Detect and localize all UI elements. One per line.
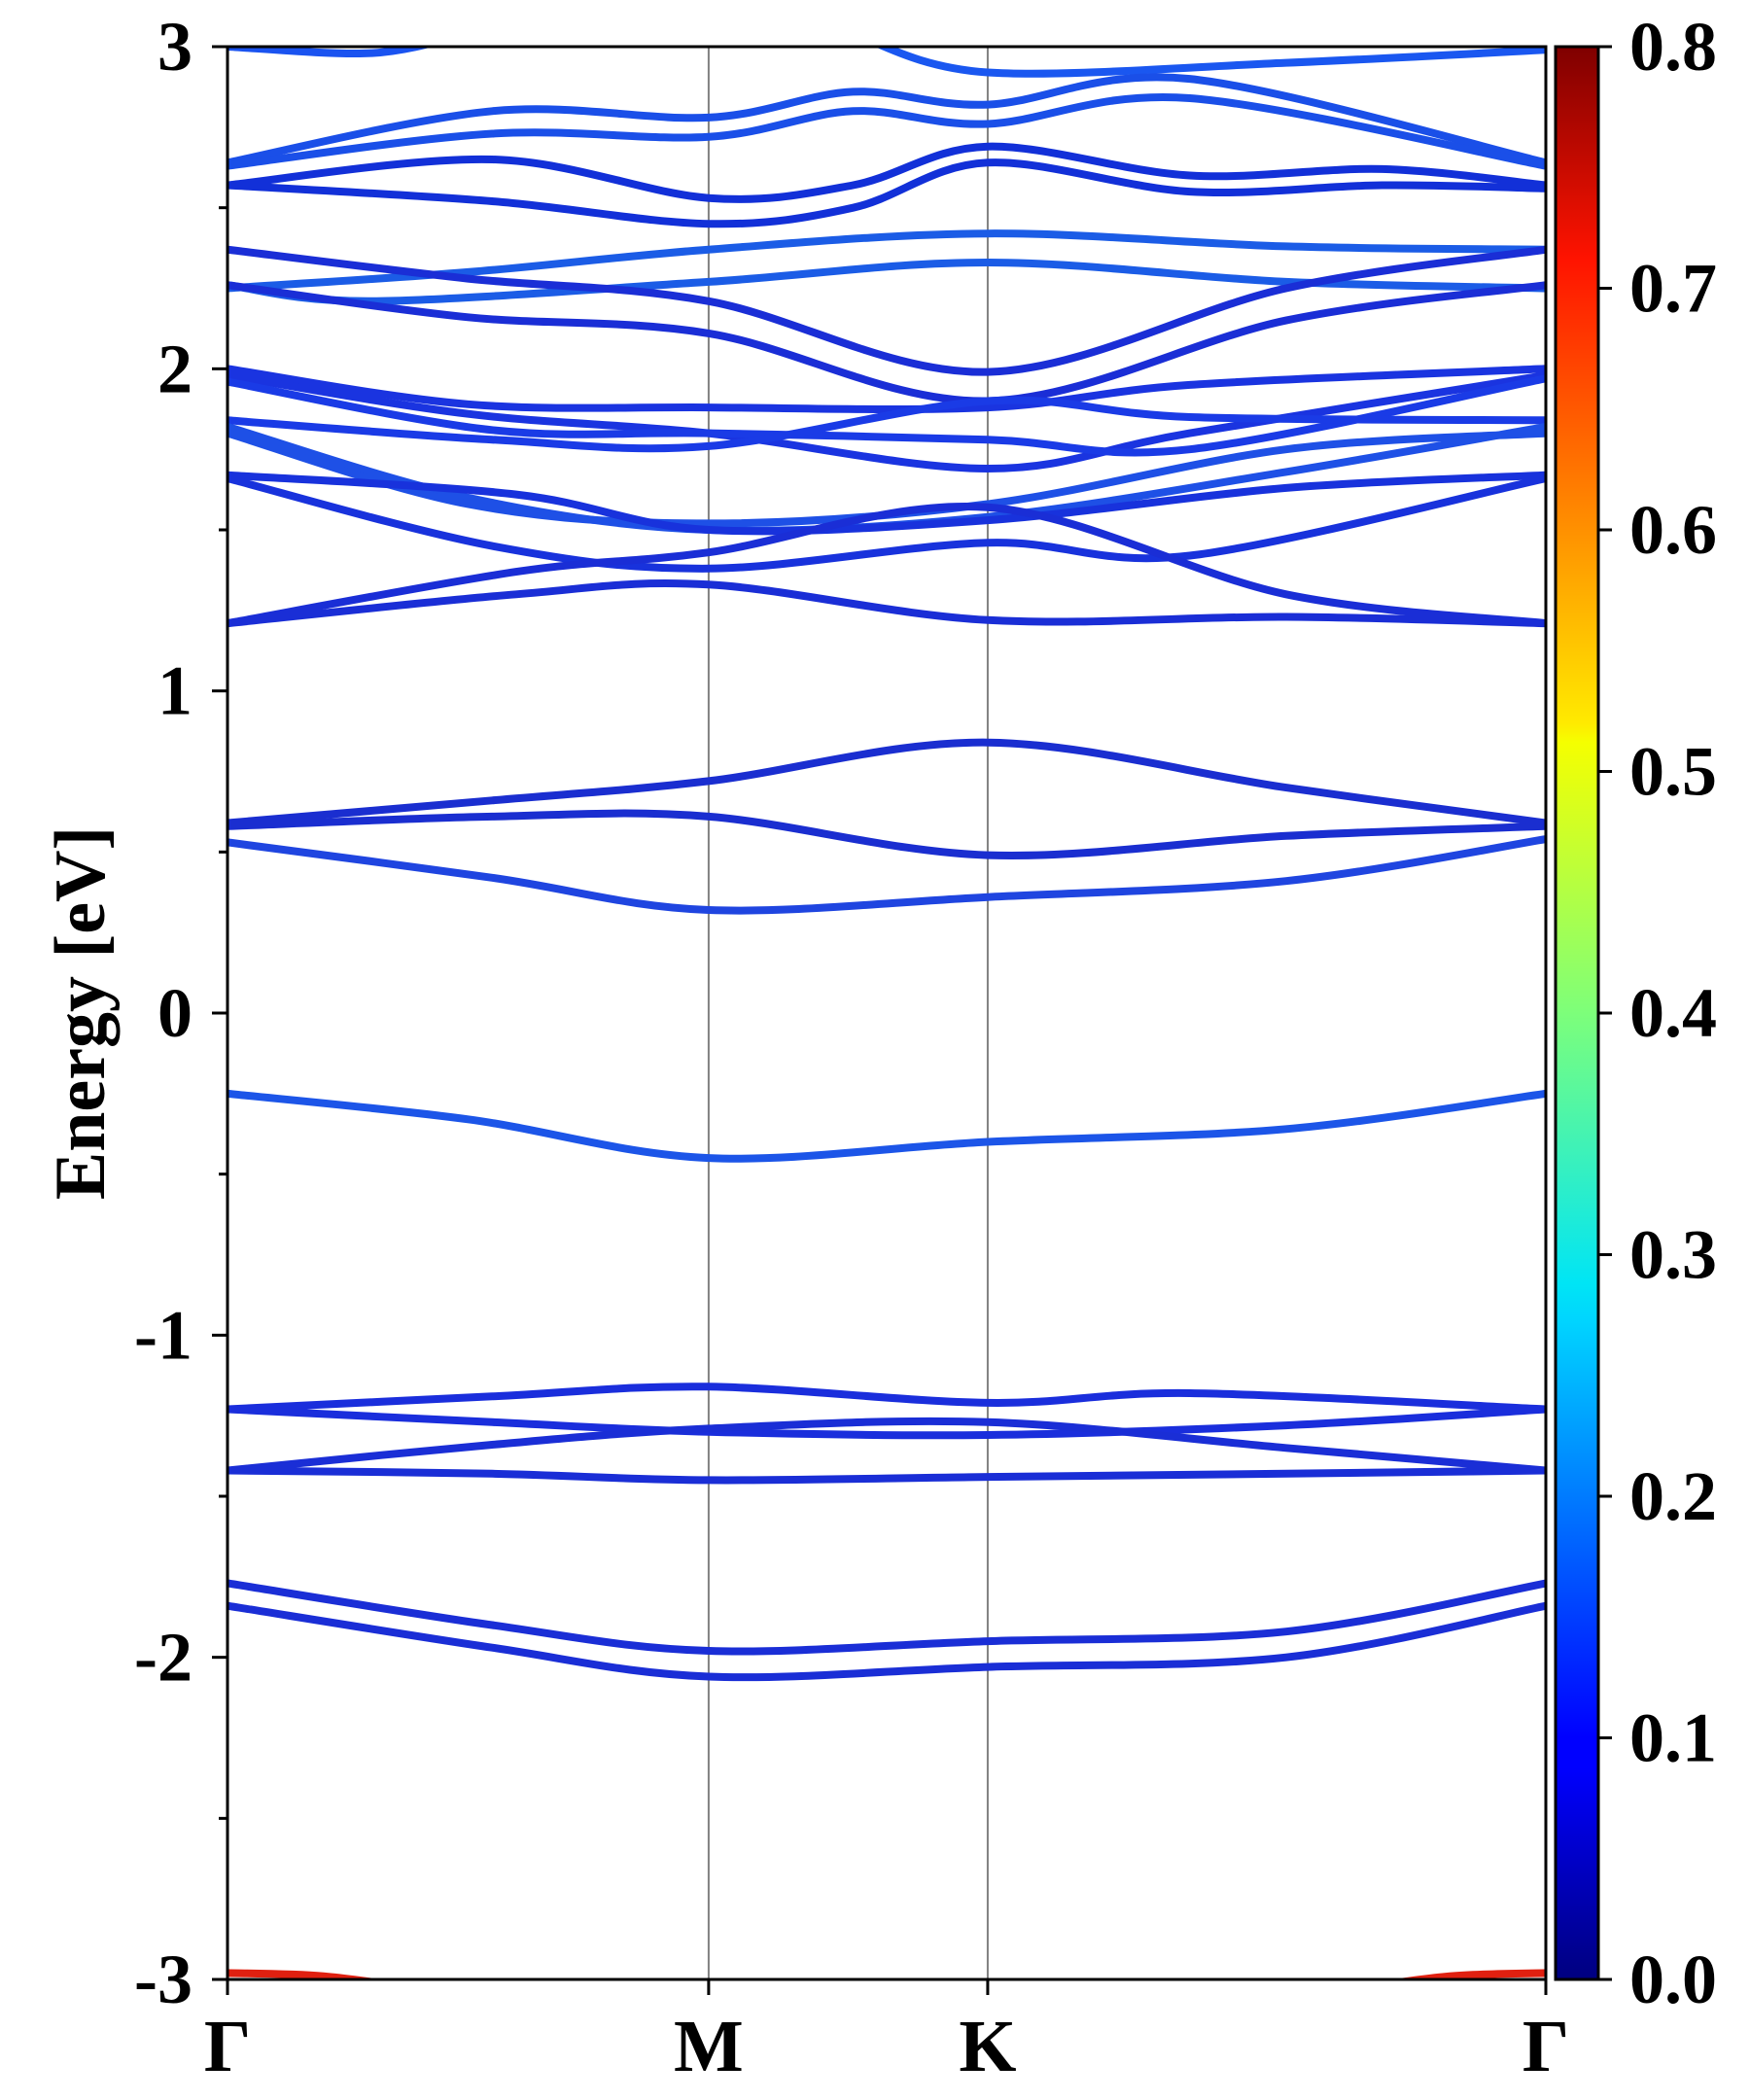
x-tick-label: M — [674, 2006, 744, 2087]
colorbar-gradient — [1554, 45, 1600, 1981]
y-tick-label: 2 — [158, 330, 192, 407]
bands — [228, 47, 1546, 1979]
band-line — [228, 1417, 1546, 1475]
band-line — [228, 281, 1546, 405]
colorbar-tick-label: 0.7 — [1629, 250, 1717, 328]
band-line — [228, 1601, 1546, 1682]
band-line — [228, 1466, 1546, 1485]
y-axis-ticks: -3 -2 -1 0 1 2 3 — [134, 8, 228, 2018]
colorbar-tick-label: 0.0 — [1629, 1941, 1717, 2018]
band-line — [228, 471, 1546, 536]
colorbar-tick-label: 0.2 — [1629, 1457, 1717, 1535]
band-line — [228, 245, 1546, 376]
y-tick-label: -3 — [134, 1941, 192, 2018]
band-line — [228, 93, 1546, 170]
band-line — [1391, 1969, 1546, 1979]
band-line — [874, 47, 1546, 78]
band-line — [228, 1579, 1546, 1656]
band-line — [228, 1969, 382, 1979]
band-line — [228, 738, 1546, 827]
band-line — [228, 809, 1546, 859]
band-line — [228, 835, 1546, 915]
y-tick-label: -2 — [134, 1619, 192, 1697]
colorbar-tick-label: 0.1 — [1629, 1699, 1717, 1777]
y-tick-label: 3 — [158, 8, 192, 86]
colorbar-ticks: 0.0 0.1 0.2 0.3 0.4 0.5 0.6 0.7 0.8 — [1598, 8, 1717, 2018]
colorbar-tick-label: 0.3 — [1629, 1216, 1717, 1294]
band-line — [228, 1405, 1546, 1440]
band-line — [228, 503, 1546, 628]
band-line — [228, 142, 1546, 203]
band-line — [228, 374, 1546, 457]
band-line — [228, 579, 1546, 628]
colorbar-tick-label: 0.5 — [1629, 733, 1717, 811]
colorbar-tick-label: 0.6 — [1629, 491, 1717, 569]
band-line — [228, 1089, 1546, 1163]
band-line — [228, 73, 1546, 167]
band-line — [228, 396, 1546, 453]
colorbar-tick-label: 0.8 — [1629, 8, 1717, 86]
colorbar: 0.0 0.1 0.2 0.3 0.4 0.5 0.6 0.7 0.8 — [1554, 8, 1717, 2018]
x-tick-label: Γ — [204, 2006, 251, 2087]
x-tick-label: K — [959, 2006, 1016, 2087]
y-tick-label: 0 — [158, 974, 192, 1052]
plot-background — [228, 47, 1546, 1979]
colorbar-tick-label: 0.4 — [1629, 974, 1717, 1052]
band-line — [228, 474, 1546, 573]
y-tick-label: 1 — [158, 652, 192, 730]
x-tick-label: Γ — [1522, 2006, 1569, 2087]
band-line — [228, 158, 1546, 228]
band-line — [228, 1382, 1546, 1414]
y-axis-label: Energy [eV] — [41, 826, 121, 1200]
y-tick-label: -1 — [134, 1296, 192, 1374]
band-line — [228, 365, 1546, 413]
band-line — [228, 47, 435, 57]
